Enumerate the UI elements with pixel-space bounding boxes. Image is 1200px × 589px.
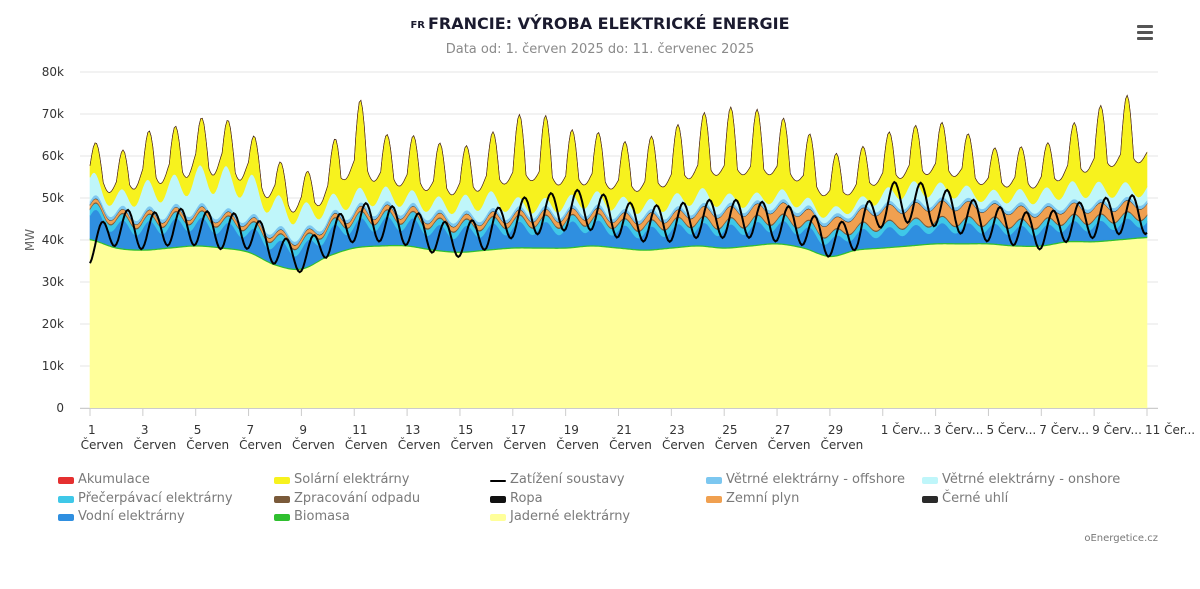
chart-title: FR FRANCIE: VÝROBA ELEKTRICKÉ ENERGIE — [0, 14, 1200, 33]
x-tick-label: 27 — [775, 423, 790, 437]
credits[interactable]: oEnergetice.cz — [1084, 533, 1158, 544]
legend-label: Biomasa — [294, 509, 350, 524]
legend-symbol-icon — [274, 477, 290, 484]
x-tick-label: 9 — [299, 423, 307, 437]
x-tick-sublabel: Červen — [81, 437, 124, 452]
y-tick-label: 60k — [42, 149, 64, 163]
x-tick-sublabel: Červen — [556, 437, 599, 452]
legend-symbol-icon — [922, 495, 938, 503]
x-tick-label: 11 — [352, 423, 367, 437]
x-tick-sublabel: Červen — [821, 437, 864, 452]
x-tick-label: 7 — [247, 423, 255, 437]
legend-symbol-icon — [490, 514, 506, 521]
x-tick-label: 21 — [617, 423, 632, 437]
area-series-jadern-elektr-rny[interactable] — [89, 237, 1148, 409]
legend-label: Černé uhlí — [942, 490, 1009, 506]
y-tick-label: 30k — [42, 275, 64, 289]
legend-label: Větrné elektrárny - onshore — [942, 472, 1121, 487]
y-tick-label: 0 — [56, 401, 64, 415]
legend-symbol-icon — [490, 495, 506, 503]
area-series--ern-uhl-[interactable] — [89, 94, 1148, 213]
x-tick-sublabel: Červen — [186, 437, 229, 452]
legend-symbol-icon — [58, 477, 74, 484]
x-tick-sublabel: Červen — [451, 437, 494, 452]
legend-symbol-icon — [922, 477, 938, 484]
y-axis-label: MW — [23, 229, 37, 251]
legend-symbol-icon — [706, 495, 722, 503]
x-tick-label: 5 — [194, 423, 202, 437]
chart-svg: 010k20k30k40k50k60k70k80kMW1Červen3Červe… — [23, 65, 1195, 452]
x-tick-label: 1 — [88, 423, 96, 437]
x-tick-label: 23 — [669, 423, 684, 437]
x-tick-label: 15 — [458, 423, 473, 437]
axis-layer: 010k20k30k40k50k60k70k80kMW1Červen3Červe… — [23, 65, 1195, 452]
y-tick-label: 80k — [42, 65, 64, 79]
x-tick-label: 25 — [722, 423, 737, 437]
x-tick-sublabel: Červen — [239, 437, 282, 452]
legend-label: Zemní plyn — [726, 490, 800, 506]
x-tick-label: 9 Červ... — [1092, 422, 1142, 437]
chart-title-text: FRANCIE: VÝROBA ELEKTRICKÉ ENERGIE — [428, 14, 790, 33]
x-tick-label: 11 Čer... — [1145, 422, 1195, 437]
legend-symbol-icon — [58, 495, 74, 503]
x-tick-label: 3 — [141, 423, 149, 437]
legend-label: Větrné elektrárny - offshore — [726, 472, 905, 487]
x-tick-sublabel: Červen — [398, 437, 441, 452]
x-tick-sublabel: Červen — [715, 437, 758, 452]
x-tick-label: 1 Červ... — [881, 422, 931, 437]
x-tick-sublabel: Červen — [768, 437, 811, 452]
legend-label: Ropa — [510, 490, 543, 506]
x-tick-label: 7 Červ... — [1039, 422, 1089, 437]
x-tick-label: 29 — [828, 423, 843, 437]
x-tick-label: 3 Červ... — [934, 422, 984, 437]
legend-label: Jaderné elektrárny — [510, 509, 631, 524]
legend-label: Zpracování odpadu — [294, 490, 421, 506]
legend-label: Akumulace — [78, 472, 150, 487]
y-tick-label: 10k — [42, 359, 64, 373]
line-series-zatizeni-soustavy[interactable] — [89, 180, 1148, 274]
legend-label: Přečerpávací elektrárny — [78, 490, 233, 506]
x-tick-sublabel: Červen — [345, 437, 388, 452]
x-tick-sublabel: Červen — [133, 437, 176, 452]
x-tick-sublabel: Červen — [503, 437, 546, 452]
legend-symbol-icon — [490, 480, 506, 482]
area-layer — [89, 94, 1148, 409]
legend-symbol-icon — [274, 514, 290, 521]
y-tick-label: 20k — [42, 317, 64, 331]
legend-label: Vodní elektrárny — [78, 509, 185, 524]
legend-symbol-icon — [274, 495, 290, 503]
load-line-layer — [89, 180, 1148, 274]
legend-symbol-icon — [58, 514, 74, 521]
x-tick-sublabel: Červen — [662, 437, 705, 452]
legend-label: Solární elektrárny — [294, 472, 410, 487]
x-tick-label: 13 — [405, 423, 420, 437]
y-tick-label: 70k — [42, 107, 64, 121]
x-tick-label: 19 — [564, 423, 579, 437]
legend-label: Zatížení soustavy — [510, 472, 625, 487]
country-code: FR — [410, 20, 425, 31]
x-tick-label: 17 — [511, 423, 526, 437]
y-tick-label: 50k — [42, 191, 64, 205]
x-tick-sublabel: Červen — [292, 437, 335, 452]
chart-subtitle: Data od: 1. červen 2025 do: 11. červenec… — [445, 42, 755, 57]
hamburger-menu-icon[interactable] — [1132, 22, 1158, 44]
legend-symbol-icon — [706, 477, 722, 484]
y-tick-label: 40k — [42, 233, 64, 247]
x-tick-label: 5 Červ... — [986, 422, 1036, 437]
x-tick-sublabel: Červen — [609, 437, 652, 452]
